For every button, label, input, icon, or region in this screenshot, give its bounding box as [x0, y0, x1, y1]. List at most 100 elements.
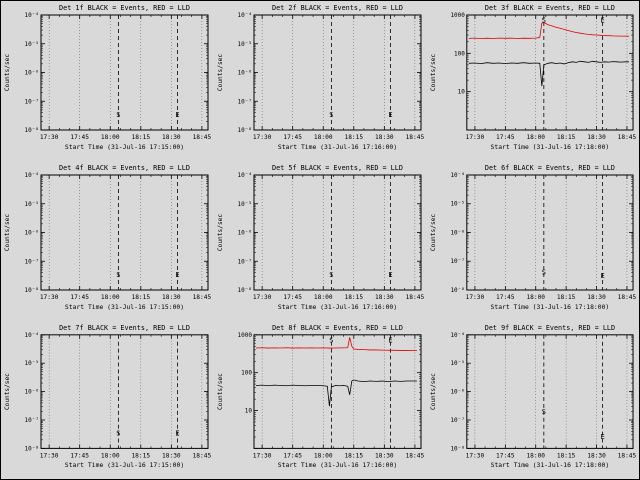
plot-frame [466, 334, 634, 449]
chart-canvas: 17:30 17:45 18:00 18:15 18:30 18:45 1000 100 10 S… [430, 4, 637, 151]
x-tick-label: 18:15 [131, 452, 150, 459]
y-tick-label: 10⁻⁵ [238, 41, 252, 48]
series-line-lld [255, 337, 417, 351]
x-tick-label: 17:45 [70, 452, 89, 459]
x-tick-label: 18:30 [375, 294, 394, 301]
y-tick-label: 10⁻⁷ [25, 98, 39, 105]
start-marker-label: S [329, 111, 333, 119]
x-axis-label: Start Time (31-Jul-16 17:18:00) [491, 462, 610, 469]
x-tick-label: 18:45 [406, 294, 425, 301]
y-tick-label: 10⁻⁶ [25, 230, 39, 237]
x-tick-label: 18:15 [131, 134, 150, 141]
chart-canvas: 17:30 17:45 18:00 18:15 18:30 18:45 10⁻⁴ 10⁻⁵ 10… [217, 4, 425, 151]
x-tick-label: 18:00 [101, 134, 120, 141]
y-tick-label: 10⁻⁴ [450, 332, 464, 339]
chart-title: Det 8f BLACK = Events, RED = LLD [272, 324, 403, 332]
y-tick-label: 10 [458, 89, 466, 96]
y-axis-label: Counts/sec [4, 373, 11, 410]
x-tick-label: 18:15 [557, 452, 576, 459]
y-tick-label: 10⁻⁸ [25, 127, 39, 134]
y-tick-label: 10⁻⁵ [25, 201, 39, 208]
x-tick-label: 18:30 [587, 452, 606, 459]
x-tick-label: 18:00 [526, 452, 545, 459]
y-tick-label: 10⁻⁶ [25, 389, 39, 396]
plot-cell: 17:30 17:45 18:00 18:15 18:30 18:45 10⁻⁴ 10⁻⁵ 10… [214, 1, 427, 161]
plot-cell: 17:30 17:45 18:00 18:15 18:30 18:45 10⁻⁴ 10⁻⁵ 10… [1, 161, 214, 321]
start-marker-label: S [329, 337, 333, 345]
chart-title: Det 3f BLACK = Events, RED = LLD [485, 4, 615, 12]
y-tick-label: 10⁻⁵ [25, 360, 39, 367]
y-tick-label: 10⁻⁸ [25, 287, 39, 294]
series-line-events [255, 379, 417, 407]
x-tick-label: 17:30 [40, 134, 59, 141]
chart-title: Det 5f BLACK = Events, RED = LLD [272, 164, 403, 172]
x-tick-label: 18:00 [314, 452, 333, 459]
y-tick-label: 10⁻⁸ [238, 287, 252, 294]
y-axis-label: Counts/sec [217, 54, 224, 92]
y-tick-label: 10⁻⁶ [450, 389, 464, 396]
x-tick-label: 18:45 [193, 294, 212, 301]
end-marker-label: E [601, 433, 605, 441]
x-tick-label: 17:45 [496, 294, 515, 301]
series-line-lld [468, 21, 629, 40]
x-tick-label: 17:30 [253, 294, 272, 301]
x-tick-label: 18:30 [162, 134, 181, 141]
end-marker-label: E [601, 17, 605, 25]
y-tick-label: 10⁻⁷ [238, 98, 252, 105]
y-tick-label: 10⁻⁵ [450, 201, 464, 208]
y-tick-label: 10⁻⁸ [450, 287, 464, 294]
start-marker-label: S [542, 17, 546, 25]
x-tick-label: 17:30 [466, 134, 485, 141]
x-tick-label: 18:45 [618, 134, 637, 141]
plot-cell: 17:30 17:45 18:00 18:15 18:30 18:45 10⁻⁴ 10⁻⁵ 10… [427, 321, 639, 479]
y-tick-label: 10⁻⁶ [238, 70, 252, 77]
chart-title: Det 2f BLACK = Events, RED = LLD [272, 4, 403, 12]
end-marker-label: E [388, 271, 392, 279]
y-tick-label: 1000 [450, 12, 465, 19]
y-tick-label: 10⁻⁸ [238, 127, 252, 134]
x-tick-label: 18:15 [344, 294, 363, 301]
x-tick-label: 18:30 [587, 134, 606, 141]
plot-frame [253, 174, 422, 291]
chart-canvas: 17:30 17:45 18:00 18:15 18:30 18:45 10⁻⁴ 10⁻⁵ 10… [430, 324, 637, 469]
start-marker-label: S [542, 269, 546, 277]
end-marker-label: E [388, 111, 392, 119]
plot-frame [253, 334, 422, 449]
y-tick-label: 10⁻⁴ [238, 12, 252, 19]
plot-cell: 17:30 17:45 18:00 18:15 18:30 18:45 10⁻⁴ 10⁻⁵ 10… [1, 321, 214, 479]
y-tick-label: 10⁻⁷ [450, 258, 464, 265]
y-tick-label: 10⁻⁴ [25, 332, 39, 339]
x-tick-label: 18:45 [406, 134, 425, 141]
x-tick-label: 18:00 [101, 294, 120, 301]
y-tick-label: 10⁻⁵ [450, 360, 464, 367]
y-tick-label: 10⁻⁸ [450, 445, 464, 452]
x-tick-label: 18:45 [193, 452, 212, 459]
x-axis-label: Start Time (31-Jul-16 17:18:00) [491, 143, 610, 151]
y-tick-label: 100 [241, 370, 252, 377]
x-tick-label: 18:30 [587, 294, 606, 301]
chart-canvas: 17:30 17:45 18:00 18:15 18:30 18:45 10⁻⁴ 10⁻⁵ 10… [4, 4, 211, 151]
x-tick-label: 18:15 [344, 452, 363, 459]
x-tick-label: 17:30 [466, 294, 485, 301]
plot-cell: 17:30 17:45 18:00 18:15 18:30 18:45 10⁻⁴ 10⁻⁵ 10… [427, 161, 639, 321]
y-axis-label: Counts/sec [4, 214, 11, 252]
plot-cell: 17:30 17:45 18:00 18:15 18:30 18:45 10⁻⁴ 10⁻⁵ 10… [214, 161, 427, 321]
x-tick-label: 17:45 [496, 134, 515, 141]
plot-cell: 17:30 17:45 18:00 18:15 18:30 18:45 1000 100 10 S… [427, 1, 639, 161]
y-tick-label: 100 [454, 50, 465, 57]
x-tick-label: 17:45 [283, 134, 302, 141]
x-axis-label: Start Time (31-Jul-16 17:16:00) [278, 303, 397, 311]
y-tick-label: 10⁻⁴ [238, 172, 252, 179]
x-tick-label: 17:30 [466, 452, 485, 459]
start-marker-label: S [542, 408, 546, 416]
chart-title: Det 9f BLACK = Events, RED = LLD [485, 324, 615, 332]
x-axis-label: Start Time (31-Jul-16 17:15:00) [65, 303, 184, 311]
chart-title: Det 1f BLACK = Events, RED = LLD [59, 4, 190, 12]
y-tick-label: 10⁻⁴ [450, 172, 464, 179]
y-tick-label: 1000 [238, 332, 253, 339]
y-tick-label: 10⁻⁸ [25, 445, 39, 452]
x-tick-label: 17:45 [283, 294, 302, 301]
y-tick-label: 10 [245, 408, 253, 415]
end-marker-label: E [175, 271, 179, 279]
